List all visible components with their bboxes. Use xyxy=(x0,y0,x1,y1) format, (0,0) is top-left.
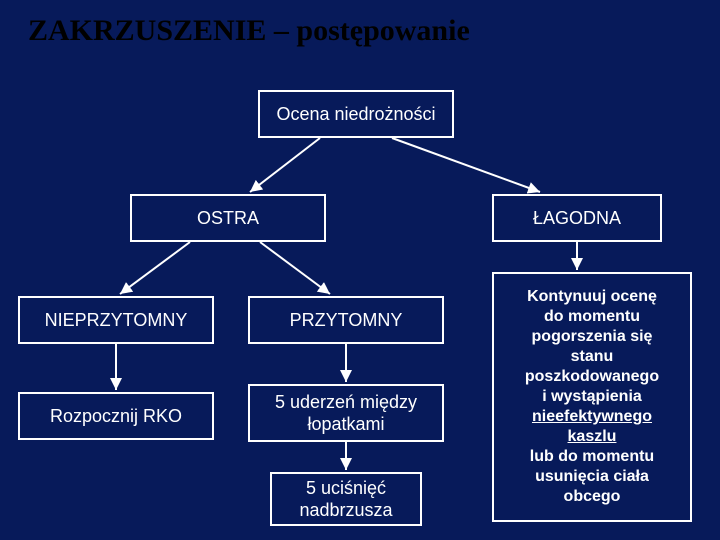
box-ostra-label: OSTRA xyxy=(197,207,259,230)
box-ucisniec-label: 5 uciśnięćnadbrzusza xyxy=(299,477,392,522)
box-ocena-label: Ocena niedrożności xyxy=(276,103,435,126)
box-lagodna: ŁAGODNA xyxy=(492,194,662,242)
box-ocena: Ocena niedrożności xyxy=(258,90,454,138)
box-ostra: OSTRA xyxy=(130,194,326,242)
box-kontynuuj: Kontynuuj ocenędo momentupogorszenia się… xyxy=(492,272,692,522)
arrow-ostra-to-nieprzyt xyxy=(120,242,190,294)
arrow-ocena-to-lagodna xyxy=(392,138,540,192)
arrow-ocena-to-ostra xyxy=(250,138,320,192)
box-kontynuuj-label: Kontynuuj ocenędo momentupogorszenia się… xyxy=(525,287,659,507)
box-lagodna-label: ŁAGODNA xyxy=(533,207,621,230)
page-title: ZAKRZUSZENIE – postępowanie xyxy=(28,14,470,48)
box-uderzen-label: 5 uderzeń międzyłopatkami xyxy=(275,391,417,436)
box-rko-label: Rozpocznij RKO xyxy=(50,405,182,428)
box-rko: Rozpocznij RKO xyxy=(18,392,214,440)
box-uderzen: 5 uderzeń międzyłopatkami xyxy=(248,384,444,442)
arrow-ostra-to-przyt xyxy=(260,242,330,294)
box-nieprzyt-label: NIEPRZYTOMNY xyxy=(45,309,188,332)
box-przyt-label: PRZYTOMNY xyxy=(290,309,403,332)
box-ucisniec: 5 uciśnięćnadbrzusza xyxy=(270,472,422,526)
box-nieprzyt: NIEPRZYTOMNY xyxy=(18,296,214,344)
box-przyt: PRZYTOMNY xyxy=(248,296,444,344)
